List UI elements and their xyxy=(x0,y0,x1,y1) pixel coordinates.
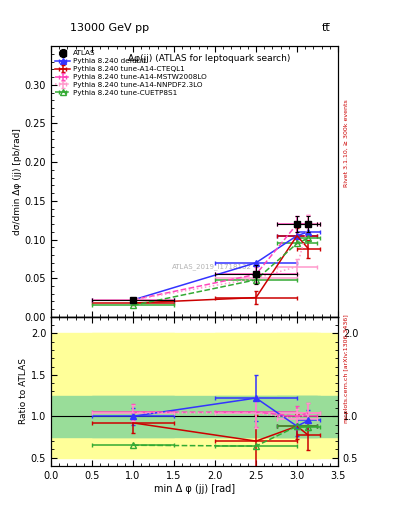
Bar xyxy=(51,333,338,458)
Y-axis label: Ratio to ATLAS: Ratio to ATLAS xyxy=(19,358,28,424)
Bar xyxy=(51,396,338,437)
Text: Rivet 3.1.10, ≥ 300k events: Rivet 3.1.10, ≥ 300k events xyxy=(344,99,349,187)
Y-axis label: dσ/dmin Δφ (jj) [pb/rad]: dσ/dmin Δφ (jj) [pb/rad] xyxy=(13,128,22,235)
Text: tt̅: tt̅ xyxy=(321,23,330,33)
X-axis label: min Δ φ (jj) [rad]: min Δ φ (jj) [rad] xyxy=(154,483,235,494)
Text: mcplots.cern.ch [arXiv:1306.3436]: mcplots.cern.ch [arXiv:1306.3436] xyxy=(344,314,349,423)
Text: ATLAS_2019_I1718132: ATLAS_2019_I1718132 xyxy=(172,263,252,270)
Text: Δφ(jj) (ATLAS for leptoquark search): Δφ(jj) (ATLAS for leptoquark search) xyxy=(128,54,290,63)
Legend: ATLAS, Pythia 8.240 default, Pythia 8.240 tune-A14-CTEQL1, Pythia 8.240 tune-A14: ATLAS, Pythia 8.240 default, Pythia 8.24… xyxy=(53,48,209,98)
Text: 13000 GeV pp: 13000 GeV pp xyxy=(70,23,150,33)
